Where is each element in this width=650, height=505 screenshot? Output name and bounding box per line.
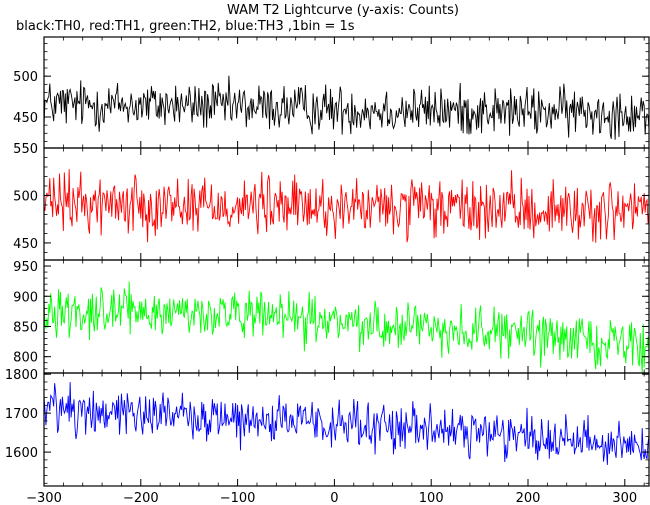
y-tick-label: 550 <box>13 142 38 157</box>
series-line-th1 <box>44 169 649 243</box>
y-tick-label: 1800 <box>5 368 38 383</box>
y-tick-label: 500 <box>13 70 38 85</box>
series-line-th3 <box>44 382 649 465</box>
x-tick-label: −200 <box>123 491 159 505</box>
chart-title: WAM T2 Lightcurve (y-axis: Counts) <box>227 3 459 18</box>
panel-frame <box>43 259 650 374</box>
chart-subtitle: black:TH0, red:TH1, green:TH2, blue:TH3 … <box>16 19 355 34</box>
x-tick-label: 0 <box>330 491 338 505</box>
panel-th2: 800 850 900 950 <box>13 259 650 374</box>
y-tick-label: 450 <box>13 111 38 126</box>
y-tick-label: 450 <box>13 237 38 252</box>
series-line-th2 <box>44 281 649 373</box>
y-tick-label: 1700 <box>5 407 38 422</box>
panel-frame <box>43 147 650 261</box>
x-tick-label: 200 <box>516 491 541 505</box>
panel-th0: 450 500 <box>13 36 650 149</box>
y-tick-label: 800 <box>13 351 38 366</box>
panel-th3: 1600 1700 1800 −300 −200 −100 0 100 200 300 <box>5 368 650 505</box>
y-tick-label: 850 <box>13 320 38 335</box>
panels: 450 500 450 500 550 800 850 900 950 1600 1700 1800 −… <box>5 36 650 505</box>
panel-frame <box>43 36 650 149</box>
series-line-th0 <box>44 75 649 140</box>
y-tick-label: 500 <box>13 189 38 204</box>
y-tick-label: 1600 <box>5 446 38 461</box>
y-tick-label: 900 <box>13 290 38 305</box>
panel-th1: 450 500 550 <box>13 142 650 261</box>
x-tick-label: 100 <box>419 491 444 505</box>
x-tick-label: −100 <box>220 491 256 505</box>
panel-frame <box>43 372 650 487</box>
x-tick-label: −300 <box>26 491 62 505</box>
x-tick-label: 300 <box>612 491 637 505</box>
y-tick-label: 950 <box>13 260 38 275</box>
